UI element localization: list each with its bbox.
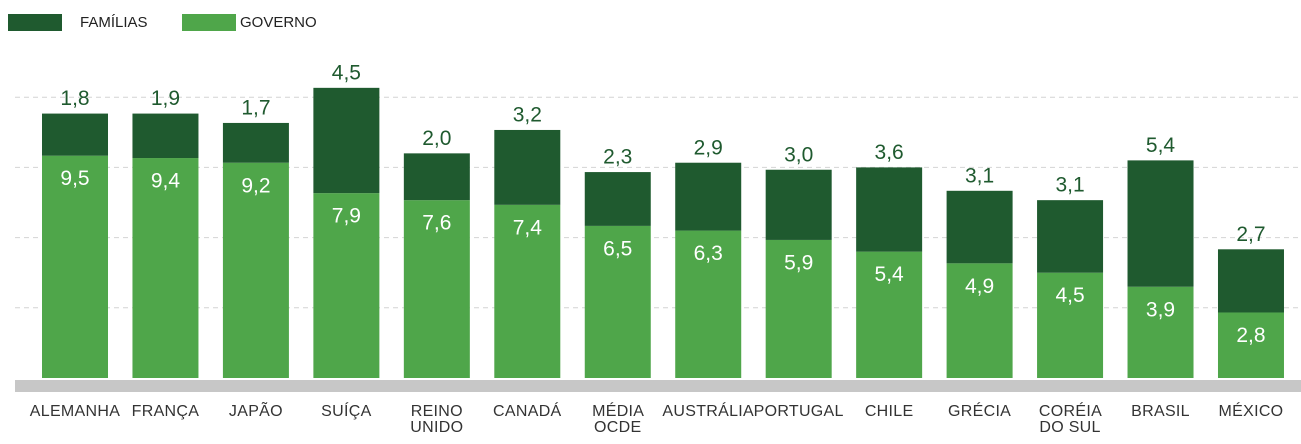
value-label: 9,5 <box>60 167 89 190</box>
value-label: 3,2 <box>513 104 542 127</box>
value-label: 5,9 <box>784 251 813 274</box>
value-label: 5,4 <box>875 263 905 286</box>
legend-swatch <box>8 14 62 31</box>
bar-segment <box>1037 200 1104 273</box>
bar-segment <box>403 200 470 378</box>
value-label: 2,7 <box>1236 223 1265 246</box>
x-tick-label: CORÉIA DO SUL <box>1038 403 1103 436</box>
bar-segment <box>1127 160 1194 287</box>
value-label: 7,6 <box>422 212 451 235</box>
value-label: 3,1 <box>1055 174 1084 197</box>
bar-segment <box>403 153 470 201</box>
bar-segment <box>222 122 289 163</box>
value-label: 3,0 <box>784 143 813 166</box>
value-label: 4,5 <box>1055 284 1084 307</box>
bar-segment <box>765 239 832 378</box>
bar-segment <box>494 204 561 378</box>
bar-segment <box>765 169 832 240</box>
legend-label: GOVERNO <box>240 14 317 31</box>
value-label: 6,5 <box>603 237 632 260</box>
bar-segment <box>1217 312 1284 378</box>
value-label: 5,4 <box>1146 134 1176 157</box>
bar-segment <box>675 162 742 231</box>
value-label: 7,9 <box>332 205 361 228</box>
value-label: 3,1 <box>965 164 994 187</box>
bar-segment <box>856 167 923 252</box>
value-label: 1,9 <box>151 87 180 110</box>
value-label: 2,0 <box>422 127 451 150</box>
bar-segment <box>856 251 923 378</box>
bar-segment <box>946 190 1013 264</box>
value-label: 6,3 <box>694 242 723 265</box>
value-label: 2,8 <box>1236 324 1265 347</box>
value-label: 7,4 <box>513 216 543 239</box>
legend-swatch <box>182 14 236 31</box>
x-tick-label: CANADÁ <box>493 403 562 420</box>
value-label: 2,3 <box>603 146 632 169</box>
bar-segment <box>42 113 108 156</box>
bar-segment <box>42 155 108 378</box>
bar-segment <box>584 225 651 378</box>
bar-segment <box>132 113 199 159</box>
x-tick-label: MÉXICO <box>1218 403 1284 420</box>
legend-label: FAMÍLIAS <box>80 14 148 31</box>
bar-segment <box>222 162 289 378</box>
value-label: 9,4 <box>151 170 181 193</box>
x-tick-label: PORTUGAL <box>753 403 844 420</box>
bar-segment <box>1037 272 1104 378</box>
value-label: 3,6 <box>875 141 904 164</box>
value-label: 2,9 <box>694 136 723 159</box>
value-label: 4,9 <box>965 275 994 298</box>
value-label: 4,5 <box>332 61 361 84</box>
value-label: 1,7 <box>241 96 270 119</box>
x-tick-label: REINO UNIDO <box>410 403 464 436</box>
value-label: 3,9 <box>1146 298 1175 321</box>
bar-segment <box>1127 286 1194 378</box>
x-tick-label: MÉDIA OCDE <box>592 403 645 436</box>
bar-segment <box>1217 249 1284 313</box>
value-label: 1,8 <box>60 87 89 110</box>
bar-segment <box>132 158 199 378</box>
x-tick-label: SUÍÇA <box>321 403 372 420</box>
x-tick-label: BRASIL <box>1131 403 1190 420</box>
bar-segment <box>313 193 380 378</box>
bar-segment <box>494 129 561 205</box>
x-tick-label: CHILE <box>864 403 914 420</box>
x-tick-label: GRÉCIA <box>948 403 1012 420</box>
bar-segment <box>584 172 651 226</box>
baseline <box>15 380 1301 392</box>
x-tick-label: FRANÇA <box>131 403 200 420</box>
value-label: 9,2 <box>241 174 270 197</box>
x-tick-label: AUSTRÁLIA <box>662 403 755 420</box>
bar-segment <box>946 263 1013 378</box>
bar-segment <box>675 230 742 378</box>
x-tick-label: ALEMANHA <box>29 403 121 420</box>
x-tick-label: JAPÃO <box>228 403 283 420</box>
bar-segment <box>313 87 380 194</box>
